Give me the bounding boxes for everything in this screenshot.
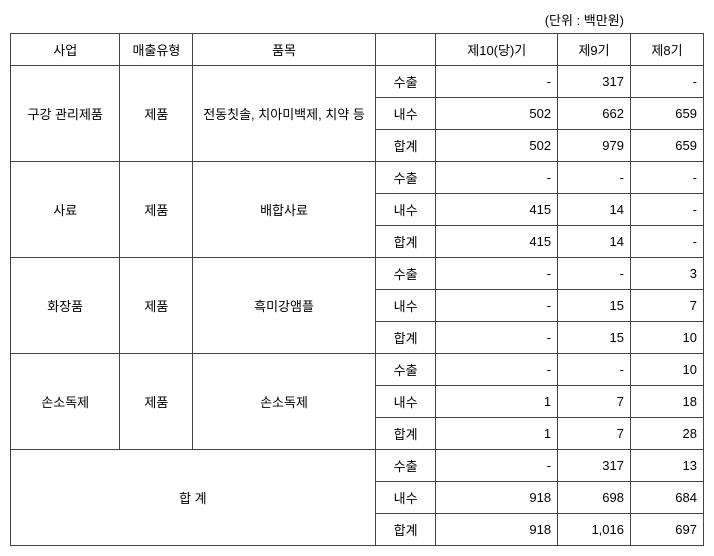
cell-item: 흑미강앰플 [193, 258, 375, 354]
cell-p9: 662 [558, 98, 631, 130]
header-business: 사업 [11, 34, 120, 66]
header-row: 사업 매출유형 품목 제10(당)기 제9기 제8기 [11, 34, 704, 66]
cell-p10: - [436, 450, 558, 482]
cell-sub: 내수 [375, 290, 436, 322]
cell-business: 화장품 [11, 258, 120, 354]
cell-sub: 수출 [375, 354, 436, 386]
cell-p10: 1 [436, 386, 558, 418]
cell-sub: 합계 [375, 418, 436, 450]
cell-p9: 317 [558, 66, 631, 98]
cell-sub: 합계 [375, 514, 436, 546]
cell-p8: 13 [631, 450, 704, 482]
cell-sub: 수출 [375, 450, 436, 482]
cell-business: 구강 관리제품 [11, 66, 120, 162]
cell-p9: 7 [558, 386, 631, 418]
cell-p8: 697 [631, 514, 704, 546]
cell-p10: - [436, 354, 558, 386]
cell-p8: 659 [631, 130, 704, 162]
cell-item: 배합사료 [193, 162, 375, 258]
cell-p9: 7 [558, 418, 631, 450]
cell-p8: 28 [631, 418, 704, 450]
table-row: 화장품제품흑미강앰플수출--3 [11, 258, 704, 290]
cell-p10: 502 [436, 98, 558, 130]
cell-p10: - [436, 322, 558, 354]
cell-p9: 317 [558, 450, 631, 482]
cell-p10: 918 [436, 482, 558, 514]
cell-p10: - [436, 66, 558, 98]
cell-item: 손소독제 [193, 354, 375, 450]
cell-sales-type: 제품 [120, 354, 193, 450]
cell-sub: 수출 [375, 162, 436, 194]
cell-business: 사료 [11, 162, 120, 258]
header-sales-type: 매출유형 [120, 34, 193, 66]
cell-p10: 918 [436, 514, 558, 546]
cell-p8: 18 [631, 386, 704, 418]
cell-sales-type: 제품 [120, 162, 193, 258]
cell-p9: 15 [558, 290, 631, 322]
cell-sub: 합계 [375, 226, 436, 258]
cell-p9: 1,016 [558, 514, 631, 546]
cell-business: 손소독제 [11, 354, 120, 450]
cell-total-label: 합 계 [11, 450, 376, 546]
cell-p10: 415 [436, 226, 558, 258]
table-row: 사료제품배합사료수출--- [11, 162, 704, 194]
table-body: 구강 관리제품제품전동칫솔, 치아미백제, 치약 등수출-317-내수50266… [11, 66, 704, 546]
cell-p10: 1 [436, 418, 558, 450]
cell-p8: 10 [631, 322, 704, 354]
cell-sales-type: 제품 [120, 258, 193, 354]
cell-sub: 수출 [375, 258, 436, 290]
table-row: 손소독제제품손소독제수출--10 [11, 354, 704, 386]
cell-p9: 979 [558, 130, 631, 162]
cell-p8: 684 [631, 482, 704, 514]
header-item: 품목 [193, 34, 375, 66]
cell-p8: - [631, 226, 704, 258]
cell-p10: - [436, 258, 558, 290]
header-period9: 제9기 [558, 34, 631, 66]
unit-label: (단위 : 백만원) [10, 10, 704, 29]
cell-p8: - [631, 162, 704, 194]
header-sub [375, 34, 436, 66]
cell-p9: 14 [558, 194, 631, 226]
cell-item: 전동칫솔, 치아미백제, 치약 등 [193, 66, 375, 162]
table-row-total: 합 계수출-31713 [11, 450, 704, 482]
cell-p8: - [631, 194, 704, 226]
cell-sub: 내수 [375, 98, 436, 130]
header-period8: 제8기 [631, 34, 704, 66]
header-period10: 제10(당)기 [436, 34, 558, 66]
cell-sub: 내수 [375, 482, 436, 514]
cell-p8: 3 [631, 258, 704, 290]
cell-p9: 15 [558, 322, 631, 354]
cell-p8: 659 [631, 98, 704, 130]
sales-table: 사업 매출유형 품목 제10(당)기 제9기 제8기 구강 관리제품제품전동칫솔… [10, 33, 704, 546]
cell-p8: - [631, 66, 704, 98]
cell-p10: 502 [436, 130, 558, 162]
table-row: 구강 관리제품제품전동칫솔, 치아미백제, 치약 등수출-317- [11, 66, 704, 98]
cell-sub: 합계 [375, 322, 436, 354]
cell-sub: 내수 [375, 386, 436, 418]
cell-sub: 내수 [375, 194, 436, 226]
cell-p9: 14 [558, 226, 631, 258]
cell-p9: - [558, 162, 631, 194]
cell-sales-type: 제품 [120, 66, 193, 162]
cell-sub: 합계 [375, 130, 436, 162]
cell-p10: - [436, 290, 558, 322]
cell-p9: - [558, 354, 631, 386]
cell-p10: 415 [436, 194, 558, 226]
cell-p9: - [558, 258, 631, 290]
cell-p8: 10 [631, 354, 704, 386]
cell-sub: 수출 [375, 66, 436, 98]
cell-p8: 7 [631, 290, 704, 322]
cell-p10: - [436, 162, 558, 194]
cell-p9: 698 [558, 482, 631, 514]
